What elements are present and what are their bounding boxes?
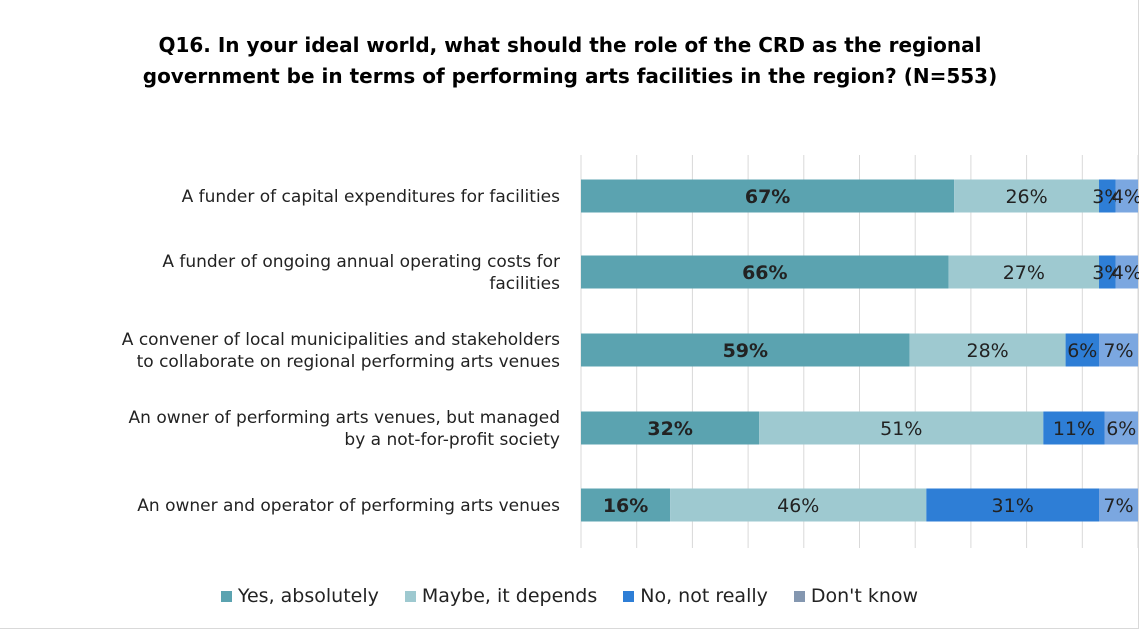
bar-segment: [1065, 333, 1100, 367]
data-label: 66%: [742, 262, 787, 284]
legend-item: No, not really: [623, 585, 768, 607]
bar-segment: [1104, 411, 1138, 445]
data-label: 6%: [1067, 340, 1097, 362]
data-label: 67%: [745, 186, 790, 208]
bar-segment: [581, 488, 671, 522]
bar-segment: [759, 411, 1044, 445]
data-label: 59%: [723, 340, 768, 362]
bar-segment: [954, 179, 1100, 213]
legend-swatch: [623, 590, 635, 602]
legend-label: No, not really: [640, 585, 768, 607]
data-label: 11%: [1053, 418, 1095, 440]
legend-swatch: [220, 590, 232, 602]
legend-label: Maybe, it depends: [421, 585, 598, 607]
legend-item: Don't know: [793, 585, 919, 607]
legend-swatch: [793, 590, 805, 602]
legend-label: Don't know: [810, 585, 919, 607]
bar-segment: [581, 255, 949, 289]
data-label: 7%: [1103, 495, 1133, 517]
data-label: 28%: [966, 340, 1008, 362]
bar-segment: [581, 411, 760, 445]
category-label: An owner and operator of performing arts…: [137, 496, 560, 516]
legend-label: Yes, absolutely: [237, 585, 379, 607]
bar-segment: [909, 333, 1066, 367]
legend-item: Maybe, it depends: [404, 585, 598, 607]
bar-segment: [581, 333, 910, 367]
data-label: 4%: [1112, 186, 1139, 208]
chart-title: Q16. In your ideal world, what should th…: [142, 33, 998, 88]
bar-segment: [1115, 179, 1138, 213]
data-label: 46%: [777, 495, 819, 517]
data-label: 16%: [603, 495, 648, 517]
category-label: An owner of performing arts venues, but …: [129, 408, 560, 428]
bar-segment: [1043, 411, 1105, 445]
bar-segment: [1099, 255, 1116, 289]
category-label: by a not-for-profit society: [344, 430, 560, 450]
bar-segment: [1099, 333, 1138, 367]
bar-segment: [948, 255, 1100, 289]
legend: Yes, absolutely Maybe, it depends No, not …: [0, 585, 1139, 607]
bar-segment: [670, 488, 927, 522]
bar-segment: [1099, 488, 1138, 522]
category-label: A funder of ongoing annual operating cos…: [162, 252, 560, 272]
bar-segment: [926, 488, 1100, 522]
category-label: to collaborate on regional performing ar…: [137, 352, 561, 372]
data-label: 51%: [880, 418, 922, 440]
data-label: 7%: [1103, 340, 1133, 362]
bar-segment: [581, 179, 955, 213]
bar-segment: [1099, 179, 1116, 213]
data-label: 31%: [992, 495, 1034, 517]
data-label: 32%: [647, 418, 692, 440]
data-label: 26%: [1005, 186, 1047, 208]
category-label: A funder of capital expenditures for fac…: [182, 187, 561, 207]
bar-segment: [1115, 255, 1138, 289]
legend-swatch: [404, 590, 416, 602]
data-label: 4%: [1112, 262, 1139, 284]
data-label: 3%: [1092, 262, 1122, 284]
category-label: facilities: [489, 274, 560, 294]
data-label: 3%: [1092, 186, 1122, 208]
data-label: 6%: [1106, 418, 1136, 440]
legend-item: Yes, absolutely: [220, 585, 379, 607]
data-label: 27%: [1003, 262, 1045, 284]
category-label: A convener of local municipalities and s…: [122, 330, 560, 350]
